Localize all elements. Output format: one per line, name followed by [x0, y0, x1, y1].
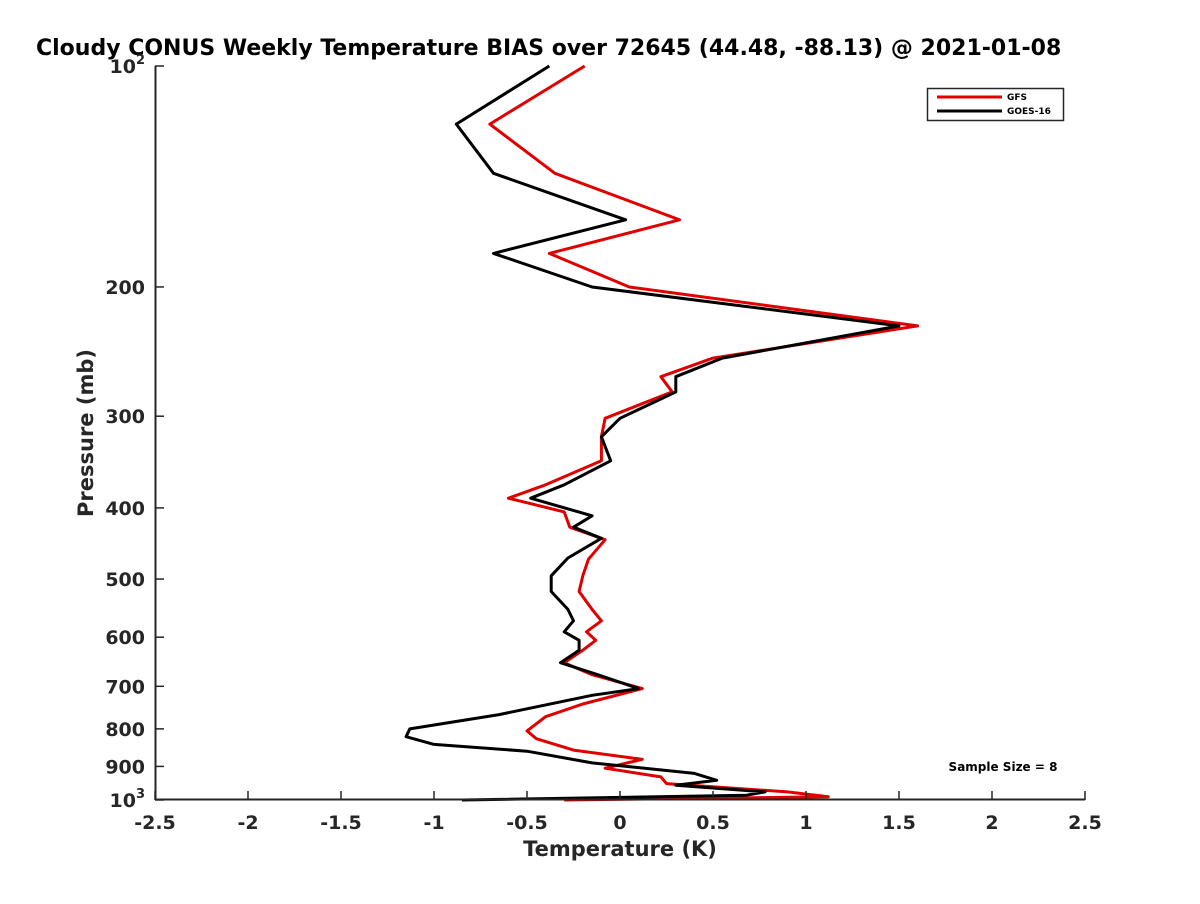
- sample-size-annotation: Sample Size = 8: [949, 760, 1058, 774]
- x-tick-label: -0.5: [506, 812, 548, 834]
- series-line-gfs: [488, 64, 920, 802]
- legend-label-goes-16: GOES-16: [1007, 107, 1051, 117]
- x-tick-label: -1: [423, 812, 444, 834]
- y-tick-label: 102: [110, 53, 146, 78]
- x-tick-label: -1.5: [320, 812, 362, 834]
- x-tick-label: 1: [799, 812, 812, 834]
- x-tick-label: 0.5: [696, 812, 730, 834]
- legend-box: [926, 87, 1065, 122]
- legend-label-gfs: GFS: [1007, 93, 1027, 103]
- x-tick-label: -2: [237, 812, 258, 834]
- x-tick-label: 0: [613, 812, 626, 834]
- x-ticks: -2.5 -2 -1.5 -1 -0.5 0 0.5 1 1.5 2 2.5: [134, 791, 1102, 834]
- x-tick-label: 2.5: [1068, 812, 1102, 834]
- series-line-goes-16: [404, 64, 901, 802]
- plot-area: [404, 64, 920, 802]
- y-ticks: 102 200 300 400 500 600 700 800 900 103: [105, 53, 164, 812]
- y-axis-label: Pressure (mb): [74, 349, 98, 517]
- x-tick-label: -2.5: [134, 812, 176, 834]
- legend: GFS GOES-16: [926, 87, 1065, 122]
- y-tick-label: 300: [105, 406, 145, 428]
- y-tick-label: 800: [105, 719, 145, 741]
- x-tick-label: 1.5: [882, 812, 916, 834]
- y-tick-label: 103: [110, 787, 146, 812]
- y-tick-label: 200: [105, 277, 145, 299]
- y-tick-label: 500: [105, 569, 145, 591]
- y-tick-label: 600: [105, 627, 145, 649]
- x-axis-label: Temperature (K): [523, 837, 717, 861]
- y-tick-label: 900: [105, 756, 145, 778]
- y-tick-label: 700: [105, 676, 145, 698]
- y-tick-label: 400: [105, 498, 145, 520]
- x-tick-label: 2: [985, 812, 998, 834]
- chart-title: Cloudy CONUS Weekly Temperature BIAS ove…: [36, 36, 1061, 61]
